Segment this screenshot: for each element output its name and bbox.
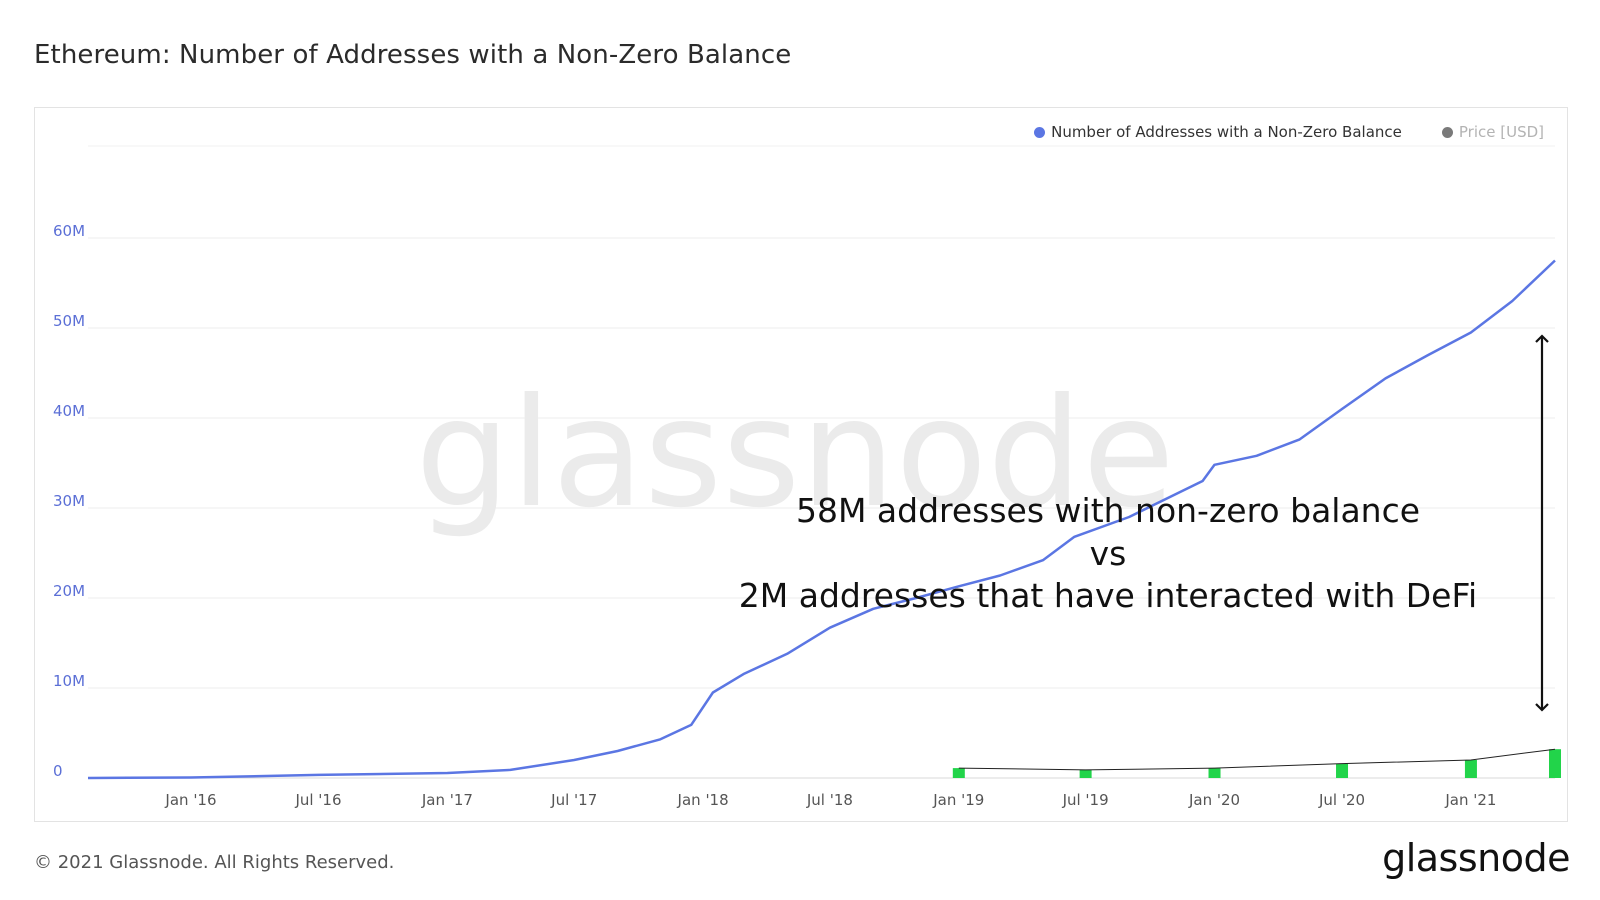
defi-bars — [952, 749, 1561, 778]
legend-item-addresses[interactable]: Number of Addresses with a Non-Zero Bala… — [1034, 123, 1402, 141]
annotation-line-1: 58M addresses with non-zero balance — [796, 491, 1420, 530]
defi-trend-line — [958, 748, 1556, 771]
chart-legend: Number of Addresses with a Non-Zero Bala… — [1034, 123, 1544, 141]
x-tick-label: Jan '20 — [1188, 791, 1240, 809]
annotation-line-3: 2M addresses that have interacted with D… — [739, 576, 1477, 615]
x-tick-label: Jan '16 — [164, 791, 216, 809]
x-tick-label: Jan '19 — [932, 791, 984, 809]
y-tick-label: 30M — [53, 492, 85, 510]
x-tick-label: Jul '17 — [550, 791, 597, 809]
legend-label-price: Price [USD] — [1458, 123, 1544, 141]
y-tick-label: 40M — [53, 402, 85, 420]
page-title: Ethereum: Number of Addresses with a Non… — [34, 40, 792, 70]
x-tick-label: Jan '21 — [1444, 791, 1496, 809]
watermark: glassnode — [415, 367, 1174, 541]
x-tick-label: Jul '16 — [294, 791, 341, 809]
x-axis: Jan '16 Jul '16 Jan '17 Jul '17 Jan '18 Jul '… — [164, 791, 1496, 809]
legend-dot-icon — [1034, 126, 1046, 138]
legend-label-addresses: Number of Addresses with a Non-Zero Bala… — [1051, 123, 1402, 141]
copyright-text: © 2021 Glassnode. All Rights Reserved. — [34, 852, 395, 873]
annotation-line-2: vs — [1090, 534, 1127, 573]
chart-panel — [34, 107, 1568, 822]
y-tick-label: 10M — [53, 672, 85, 690]
defi-bar — [952, 768, 965, 778]
defi-bar — [1464, 760, 1477, 778]
defi-bar — [1079, 769, 1092, 778]
x-tick-label: Jul '18 — [806, 791, 853, 809]
legend-dot-icon — [1441, 126, 1453, 138]
y-tick-label: 0 — [53, 762, 63, 780]
y-tick-label: 50M — [53, 312, 85, 330]
series-line-addresses — [87, 259, 1556, 780]
glassnode-logo: glassnode — [1382, 836, 1570, 880]
legend-item-price[interactable]: Price [USD] — [1441, 123, 1544, 141]
y-axis: 0 10M 20M 30M 40M 50M 60M — [53, 222, 85, 780]
y-tick-label: 20M — [53, 582, 85, 600]
x-tick-label: Jul '19 — [1062, 791, 1109, 809]
defi-bar — [1208, 768, 1221, 778]
x-tick-label: Jan '18 — [677, 791, 729, 809]
x-tick-label: Jul '20 — [1318, 791, 1365, 809]
defi-bar — [1336, 763, 1349, 778]
grid-lines — [88, 145, 1555, 779]
defi-bar — [1549, 749, 1561, 778]
x-tick-label: Jan '17 — [421, 791, 473, 809]
y-tick-label: 60M — [53, 222, 85, 240]
